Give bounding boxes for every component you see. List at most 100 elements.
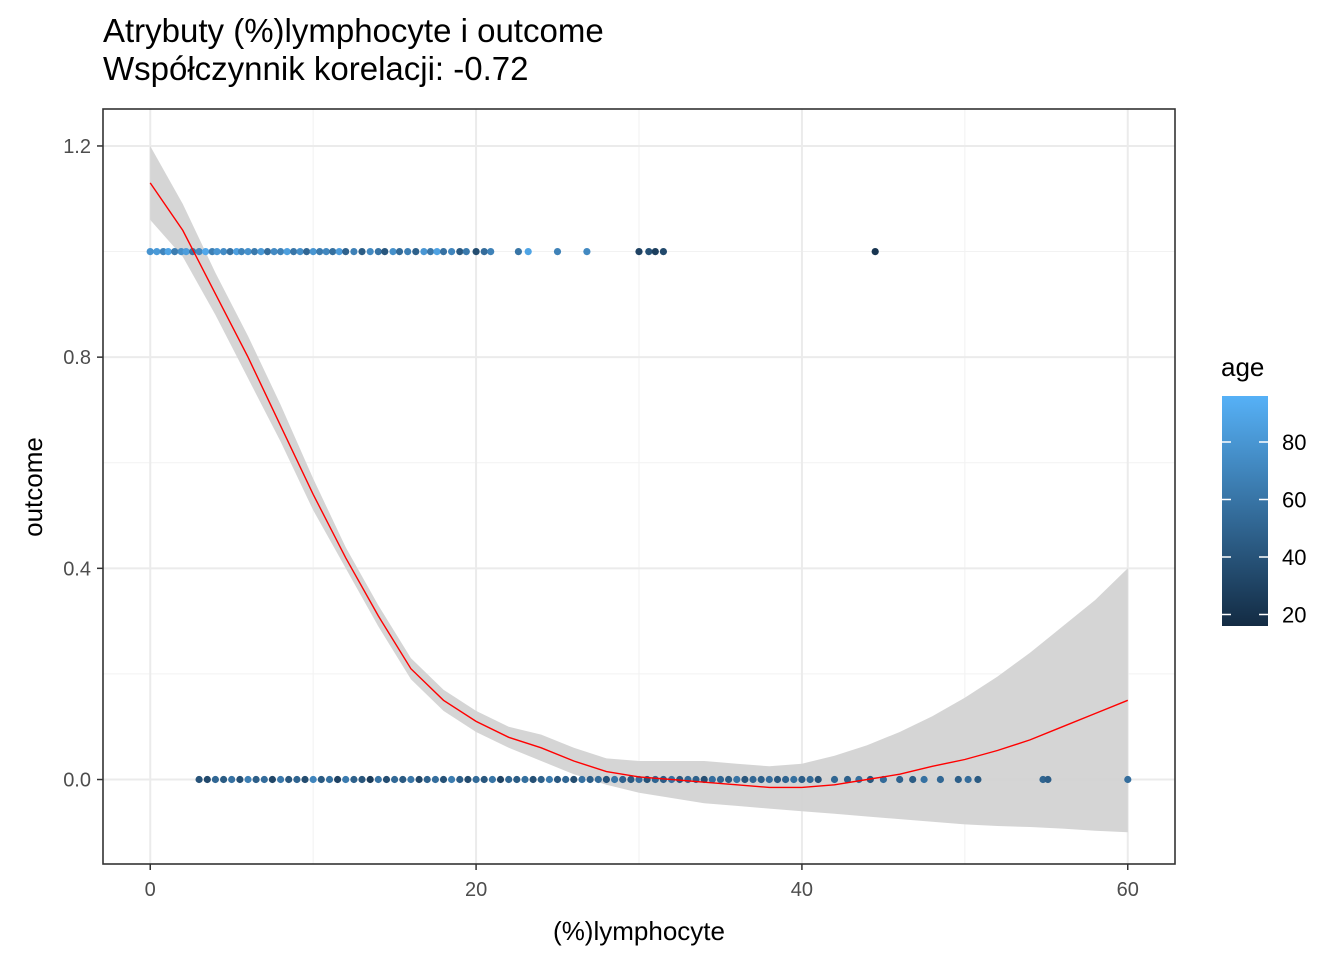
legend-title: age [1221,352,1264,382]
x-axis: 0 20 40 60 [145,864,1139,901]
data-point [645,248,653,256]
y-axis-title: outcome [18,437,48,537]
data-point [488,775,496,784]
minor-gridlines [103,109,1175,864]
data-point [342,248,350,256]
data-point [322,248,330,256]
data-point [896,775,904,784]
confidence-band [150,146,1128,833]
data-point [651,775,659,784]
data-point [448,775,456,784]
data-point [659,248,668,256]
data-point [464,775,472,784]
data-point [537,775,545,784]
data-point [260,775,268,784]
data-point [627,775,635,784]
data-point [203,775,211,784]
data-point [741,775,749,784]
data-point [570,775,578,784]
data-point [389,248,397,256]
data-point [814,775,822,784]
data-point [404,248,412,256]
data-point [456,775,464,784]
data-point [725,775,733,784]
data-point [426,248,435,256]
data-point [448,248,456,256]
data-point [578,775,586,784]
data-point [236,775,244,784]
chart-title: Atrybuty (%)lymphocyte i outcome [103,12,604,49]
data-point [358,248,366,256]
data-point [782,775,790,784]
data-point [553,775,562,784]
y-tick-label: 0.4 [63,558,91,580]
data-point [329,248,337,256]
data-point [164,248,172,256]
data-point [765,775,773,784]
data-point [309,248,317,256]
data-point [220,775,228,784]
plot-border [102,108,1176,865]
x-tick-label: 60 [1117,879,1139,901]
data-point [153,248,161,256]
data-point [244,248,252,256]
data-point [521,775,529,784]
data-point [146,248,154,256]
data-point [285,775,293,784]
data-point [213,248,221,256]
data-point [472,775,480,784]
data-point [220,248,228,256]
data-point [545,775,554,784]
data-point [651,248,659,256]
data-point [790,775,798,784]
data-point [920,775,928,784]
data-point [871,248,879,256]
data-point [843,775,852,784]
x-axis-title: (%)lymphocyte [553,916,725,946]
data-point [277,248,285,256]
data-point [237,248,246,256]
chart-title-block: Atrybuty (%)lymphocyte i outcome Współcz… [103,12,604,88]
data-point [334,775,342,784]
legend-colorbar [1222,396,1268,626]
data-point [433,248,441,256]
data-point [374,248,382,256]
data-point [316,248,324,256]
data-point [423,775,431,784]
data-point [303,248,311,256]
data-point [439,248,448,256]
data-point [350,248,358,256]
data-point [716,775,725,784]
data-point [602,775,611,784]
data-point [412,248,420,256]
chart-subtitle: Współczynnik korelacji: -0.72 [103,50,529,87]
data-point [733,775,741,784]
legend-break-label: 60 [1282,488,1306,513]
smooth-fit-line [149,182,1129,789]
data-point [171,248,179,256]
data-point [480,248,488,256]
x-tick-label: 40 [791,879,813,901]
data-point [296,248,304,256]
data-point [317,775,325,784]
data-point [358,775,366,784]
data-point [301,775,309,784]
data-point [462,248,470,256]
data-point [456,248,464,256]
x-tick-label: 0 [145,879,156,901]
data-point [964,775,972,784]
data-point [480,775,488,784]
data-point [830,775,839,784]
legend-break-label: 20 [1282,603,1306,628]
data-point [514,248,523,256]
data-point [268,775,276,784]
data-point [855,775,863,784]
data-point [350,775,358,784]
points-layer [146,248,1132,784]
data-point [773,775,782,784]
data-point [226,248,234,256]
data-point [366,775,374,784]
data-point [439,775,448,784]
data-point [244,775,252,784]
